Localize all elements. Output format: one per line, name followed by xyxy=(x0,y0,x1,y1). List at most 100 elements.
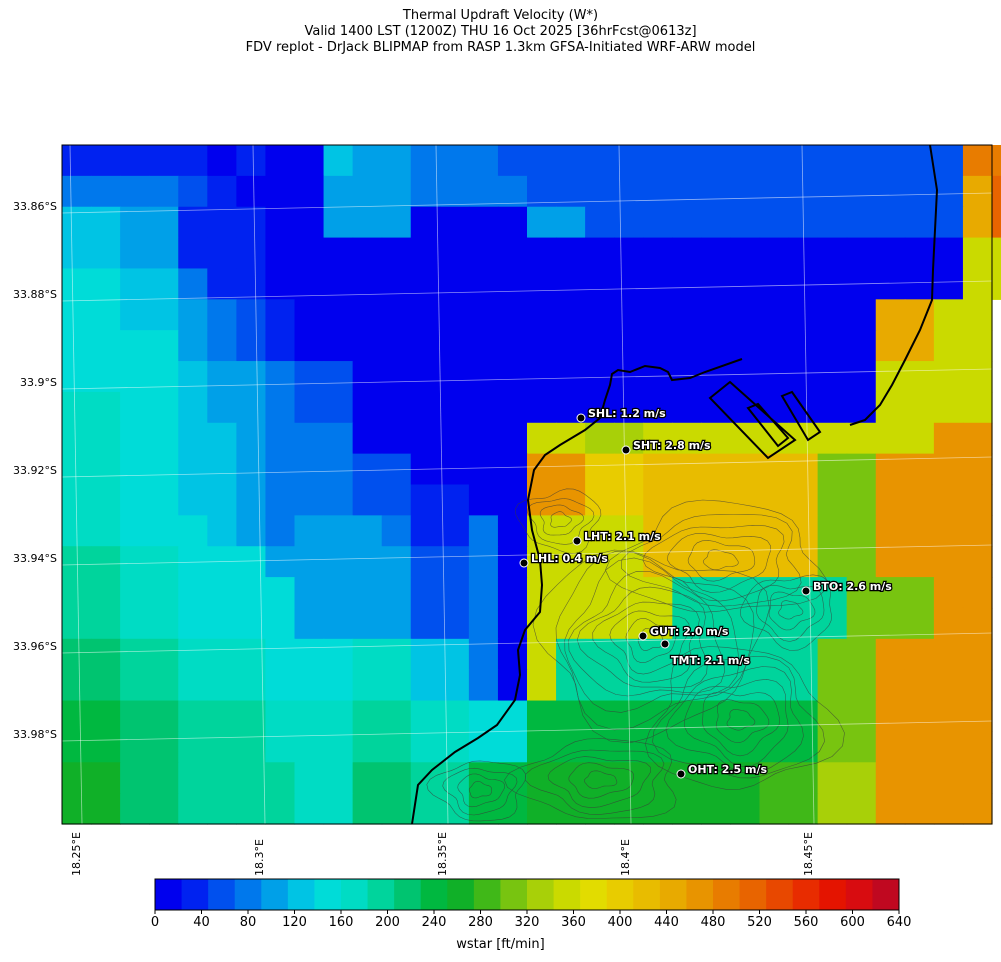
wstar-cell xyxy=(265,607,296,640)
wstar-cell xyxy=(294,546,325,578)
wstar-cell xyxy=(904,145,935,177)
wstar-cell xyxy=(817,330,848,362)
wstar-cell xyxy=(323,422,354,455)
wstar-cell xyxy=(614,515,644,547)
wstar-cell xyxy=(904,762,935,794)
wstar-cell xyxy=(585,700,615,733)
wstar-cell xyxy=(904,484,935,516)
wstar-cell xyxy=(178,669,208,702)
wstar-cell xyxy=(265,145,296,177)
wstar-cell xyxy=(817,607,848,640)
wstar-cell xyxy=(439,638,470,671)
contour-line xyxy=(592,601,700,683)
station-label-halo: BTO: 2.6 m/s xyxy=(813,580,892,593)
wstar-cell xyxy=(120,268,150,300)
wstar-cell xyxy=(120,638,150,671)
longitude-tick-label: 18.35°E xyxy=(436,832,449,876)
wstar-cell xyxy=(91,700,121,733)
wstar-cell xyxy=(468,607,499,640)
wstar-cell xyxy=(352,577,383,609)
colorbar-title: wstar [ft/min] xyxy=(456,937,545,952)
wstar-cell xyxy=(236,299,267,331)
wstar-cell xyxy=(614,762,644,794)
contour-line xyxy=(550,511,572,528)
wstar-cell xyxy=(643,175,673,208)
longitude-tick-label: 18.3°E xyxy=(253,839,266,876)
wstar-cell xyxy=(265,237,296,270)
wstar-cell xyxy=(294,299,325,331)
colorbar-tick-label: 520 xyxy=(747,915,772,930)
wstar-cell xyxy=(585,361,615,393)
wstar-cell xyxy=(381,762,412,794)
wstar-cell xyxy=(672,731,702,763)
wstar-cell xyxy=(178,391,208,424)
wstar-cell xyxy=(323,546,354,578)
wstar-cell xyxy=(323,237,354,270)
wstar-cell xyxy=(904,515,935,547)
wstar-cell xyxy=(381,422,412,455)
wstar-cell xyxy=(178,453,208,486)
wstar-cell xyxy=(556,299,586,331)
wstar-cell xyxy=(875,237,906,270)
wstar-cell xyxy=(614,299,644,331)
wstar-cell xyxy=(352,762,383,794)
wstar-cell xyxy=(236,361,267,393)
wstar-cell xyxy=(701,762,732,794)
wstar-cell xyxy=(817,453,848,486)
wstar-cell xyxy=(672,175,702,208)
wstar-cell xyxy=(91,577,121,609)
wstar-cell xyxy=(672,700,702,733)
wstar-cell xyxy=(875,731,906,763)
wstar-cell xyxy=(643,422,673,455)
wstar-cell xyxy=(62,268,92,300)
wstar-cell xyxy=(120,330,150,362)
wstar-cell xyxy=(556,700,586,733)
wstar-cell xyxy=(120,391,150,424)
wstar-cell xyxy=(62,607,92,640)
wstar-cell xyxy=(468,546,499,578)
wstar-cell xyxy=(759,484,790,516)
wstar-cell xyxy=(294,361,325,393)
wstar-cell xyxy=(149,391,179,424)
wstar-cell xyxy=(91,361,121,393)
wstar-cell xyxy=(497,484,528,516)
wstar-cell xyxy=(614,330,644,362)
wstar-cell xyxy=(352,391,383,424)
wstar-cell xyxy=(585,731,615,763)
wstar-cell xyxy=(962,175,993,208)
wstar-cell xyxy=(759,638,790,671)
wstar-cell xyxy=(236,175,267,208)
wstar-cell xyxy=(236,237,267,270)
wstar-cell xyxy=(585,175,615,208)
wstar-cell xyxy=(701,793,732,825)
wstar-cell xyxy=(62,731,92,763)
wstar-cell xyxy=(817,484,848,516)
wstar-cell xyxy=(352,175,383,208)
wstar-cell xyxy=(410,206,441,239)
wstar-cell xyxy=(207,330,237,362)
wstar-cell xyxy=(294,268,325,300)
colorbar-tick-label: 120 xyxy=(282,915,307,930)
latitude-tick-label: 33.92°S xyxy=(13,464,57,477)
wstar-cell xyxy=(846,484,877,516)
wstar-cell xyxy=(701,361,732,393)
title-line-1: Thermal Updraft Velocity (W*) xyxy=(402,8,599,23)
wstar-cell xyxy=(759,607,790,640)
wstar-cell xyxy=(497,669,528,702)
wstar-cell xyxy=(381,515,412,547)
wstar-cell xyxy=(265,422,296,455)
wstar-cell xyxy=(91,175,121,208)
wstar-cell xyxy=(846,330,877,362)
wstar-cell xyxy=(352,669,383,702)
wstar-cell xyxy=(439,484,470,516)
wstar-cell xyxy=(381,206,412,239)
wstar-cell xyxy=(120,484,150,516)
colorbar-tick-label: 200 xyxy=(375,915,400,930)
latitude-tick-label: 33.96°S xyxy=(13,640,57,653)
wstar-cell xyxy=(817,299,848,331)
wstar-cell xyxy=(149,453,179,486)
colorbar-tick-label: 560 xyxy=(793,915,819,930)
wstar-cell xyxy=(294,638,325,671)
